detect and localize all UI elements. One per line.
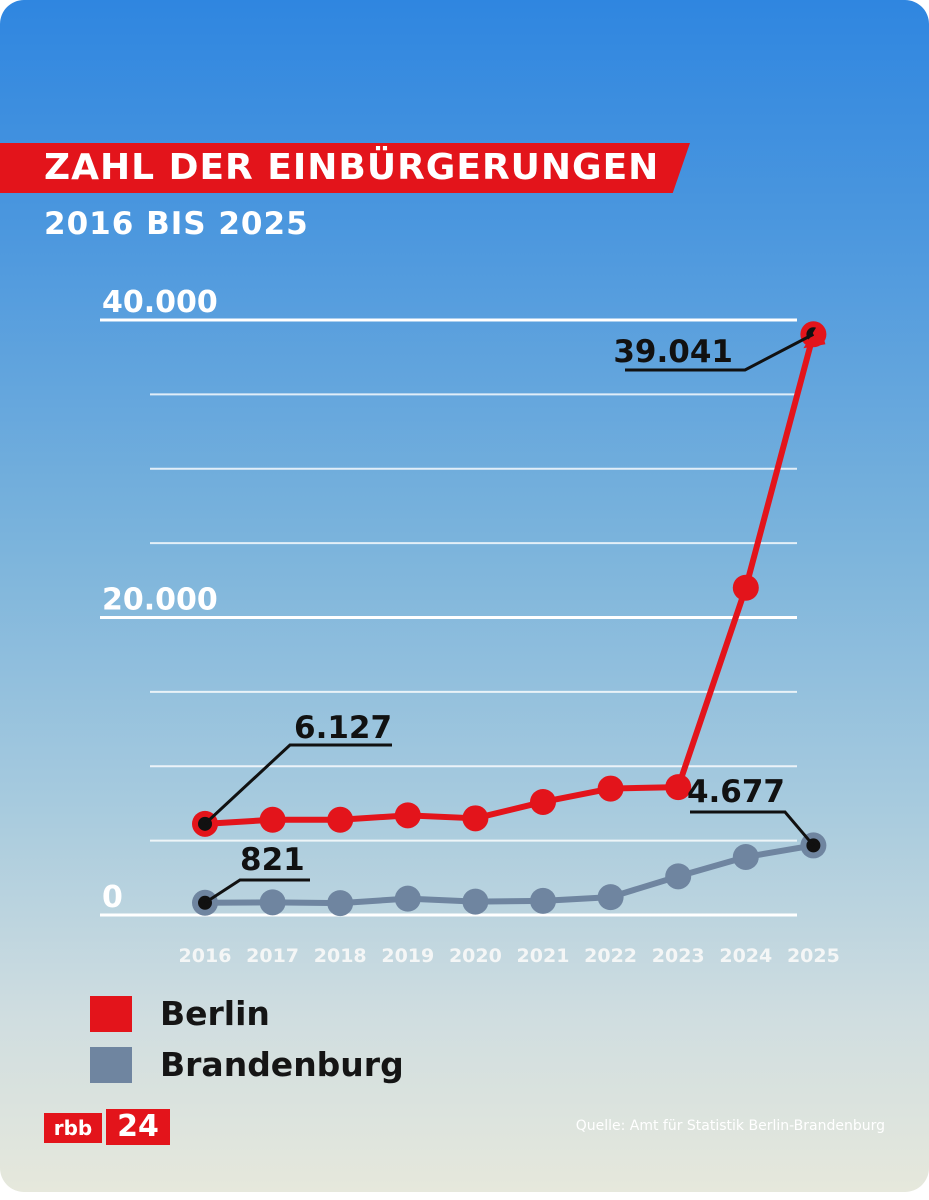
annotation-label-berlin-2016: 6.127 [294, 710, 392, 746]
chart-subtitle: 2016 BIS 2025 [44, 206, 309, 242]
point-brandenburg-2022 [597, 884, 624, 911]
point-berlin-2022 [597, 775, 624, 802]
y-tick-label-40000: 40.000 [102, 285, 218, 320]
point-berlin-2021 [530, 788, 556, 815]
point-berlin-2018 [327, 806, 354, 833]
y-axis-labels: 0 20.000 40.000 [102, 285, 218, 915]
point-brandenburg-2017 [259, 889, 286, 916]
legend-label-brandenburg: Brandenburg [160, 1045, 404, 1084]
x-tick-label-2024: 2024 [719, 945, 772, 967]
annotations-layer: 6.127 39.041 821 4.677 [203, 332, 815, 905]
series-line-brandenburg [202, 842, 817, 907]
rbb-logo: rbb [44, 1113, 102, 1143]
arrowhead-berlin [803, 322, 826, 349]
rbb24-logo: 24 [106, 1109, 170, 1145]
x-axis-labels: 2016 2017 2018 2019 2020 2021 2022 2023 2024 2025 [179, 945, 840, 967]
point-brandenburg-2024 [732, 843, 759, 870]
point-brandenburg-2020 [462, 888, 489, 915]
leader-line-brandenburg-2025 [690, 810, 815, 847]
annotation-label-brandenburg-2016: 821 [240, 842, 305, 878]
x-tick-label-2016: 2016 [179, 945, 232, 967]
x-tick-label-2023: 2023 [652, 945, 705, 967]
title-band [0, 143, 690, 193]
legend-swatch-berlin [90, 996, 132, 1032]
point-brandenburg-2021 [530, 887, 556, 914]
legend-swatch-brandenburg [90, 1047, 132, 1083]
legend-label-berlin: Berlin [160, 994, 270, 1033]
x-tick-label-2022: 2022 [584, 945, 637, 967]
x-tick-label-2017: 2017 [246, 945, 299, 967]
annotation-label-brandenburg-2025: 4.677 [687, 774, 785, 810]
x-tick-label-2018: 2018 [314, 945, 367, 967]
point-brandenburg-2018 [327, 890, 354, 917]
x-tick-label-2019: 2019 [381, 945, 434, 967]
chart-title: ZAHL DER EINBÜRGERUNGEN [44, 147, 660, 188]
source-note: Quelle: Amt für Statistik Berlin-Branden… [575, 1118, 885, 1134]
leader-line-berlin-2016 [203, 743, 392, 825]
series-layer [192, 321, 827, 917]
point-berlin-2023 [665, 774, 692, 801]
x-tick-label-2025: 2025 [787, 945, 840, 967]
y-tick-label-0: 0 [102, 880, 123, 915]
point-berlin-2017 [259, 806, 286, 833]
x-tick-label-2020: 2020 [449, 945, 502, 967]
leader-line-berlin-2025 [625, 332, 815, 372]
point-brandenburg-2019 [394, 885, 421, 912]
annotation-label-berlin-2025: 39.041 [613, 334, 733, 370]
point-berlin-2019 [394, 802, 421, 829]
point-brandenburg-2023 [665, 863, 692, 890]
gridlines [100, 318, 797, 917]
point-berlin-2020 [462, 805, 489, 832]
point-berlin-2024 [732, 574, 759, 601]
leader-line-brandenburg-2016 [204, 878, 310, 905]
x-tick-label-2021: 2021 [517, 945, 570, 967]
series-line-berlin [202, 331, 817, 827]
y-tick-label-20000: 20.000 [102, 583, 218, 618]
